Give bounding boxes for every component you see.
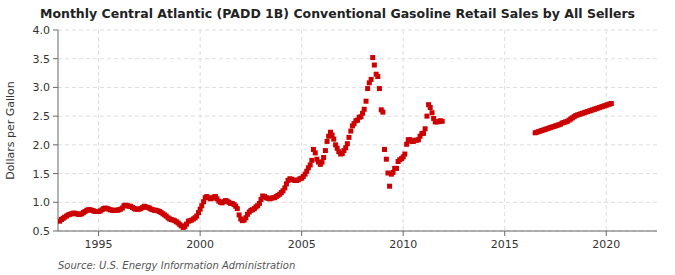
tick-mark (606, 231, 607, 236)
grid (58, 30, 657, 231)
point (235, 206, 240, 211)
axes: 1995 2000 2005 2010 2015 2020 0.5 1.0 1.5 2.0 2.5 3… (33, 24, 658, 251)
source: Source: U.S. Energy Information Administ… (58, 260, 295, 271)
point (424, 114, 429, 119)
point (325, 139, 330, 144)
point (323, 148, 328, 153)
tick-mark (301, 231, 302, 236)
grid-line (58, 231, 657, 232)
tick-mark (53, 116, 58, 117)
point (308, 162, 313, 167)
tick-mark (403, 231, 404, 236)
point (440, 119, 445, 124)
grid-line (58, 144, 657, 145)
grid-line (58, 173, 657, 174)
point (375, 74, 380, 79)
point (321, 155, 326, 160)
background (0, 0, 675, 275)
grid-line (58, 202, 657, 203)
point (387, 184, 392, 189)
tick-mark (98, 231, 99, 236)
tick-label: 2.5 (33, 110, 51, 123)
point (348, 129, 353, 134)
grid-line (403, 30, 404, 231)
tick-mark (200, 231, 201, 236)
point (382, 147, 387, 152)
tick-label: 3.5 (33, 53, 51, 66)
grid-line (301, 30, 302, 231)
point (394, 166, 399, 171)
tick-label: 2010 (389, 238, 417, 251)
point (370, 55, 375, 60)
tick-label: 4.0 (33, 24, 51, 37)
chart: 1995 2000 2005 2010 2015 2020 0.5 1.0 1.5 2.0 2.5 3… (0, 0, 675, 275)
tick-mark (53, 30, 58, 31)
tick-mark (53, 202, 58, 203)
tick-mark (53, 58, 58, 59)
point (331, 137, 336, 142)
tick-mark (53, 231, 58, 232)
grid-line (606, 30, 607, 231)
title: Monthly Central Atlantic (PADD 1B) Conve… (40, 6, 635, 21)
tick-label: 0.5 (33, 225, 51, 238)
tick-label: 2015 (491, 238, 519, 251)
tick-label: 2.0 (33, 139, 51, 152)
tick-label: 1.0 (33, 196, 51, 209)
tick-label: 3.0 (33, 81, 51, 94)
point (372, 63, 377, 68)
point (384, 157, 389, 162)
tick-label: 2000 (186, 238, 214, 251)
point (428, 105, 433, 110)
point (377, 86, 382, 91)
grid-line (200, 30, 201, 231)
tick-label: 2020 (592, 238, 620, 251)
point (402, 152, 407, 157)
grid-line (58, 30, 657, 31)
point (309, 158, 314, 163)
point (369, 77, 374, 82)
point (609, 101, 614, 106)
tick-mark (504, 231, 505, 236)
grid-line (58, 87, 657, 88)
tick-label: 1995 (85, 238, 113, 251)
tick-mark (53, 173, 58, 174)
y-axis-label: Dollars per Gallon (4, 81, 17, 180)
point (313, 150, 318, 155)
y-axis-line (58, 30, 59, 231)
grid-line (98, 30, 99, 231)
point (380, 110, 385, 115)
point (364, 99, 369, 104)
point (319, 160, 324, 165)
points (58, 55, 614, 230)
point (430, 110, 435, 115)
point (423, 126, 428, 131)
tick-label: 2005 (288, 238, 316, 251)
tick-label: 1.5 (33, 168, 51, 181)
x-axis-line (58, 231, 657, 232)
point (362, 107, 367, 112)
grid-line (58, 58, 657, 59)
point (345, 141, 350, 146)
point (365, 86, 370, 91)
point (346, 135, 351, 140)
point (404, 142, 409, 147)
point (421, 131, 426, 136)
grid-line (504, 30, 505, 231)
tick-mark (53, 87, 58, 88)
tick-mark (53, 144, 58, 145)
